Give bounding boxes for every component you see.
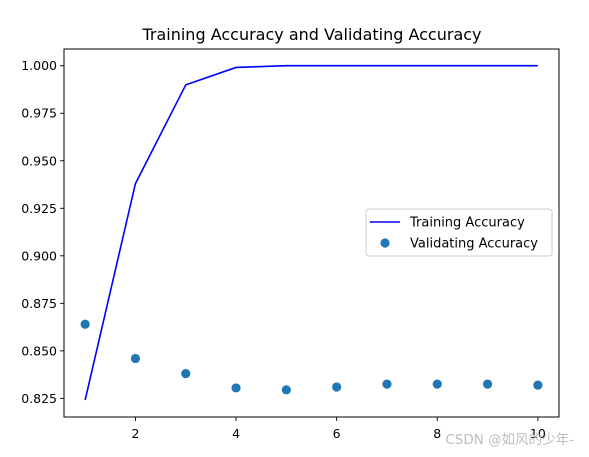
x-tick-label: 4 <box>232 426 240 441</box>
line-point <box>286 65 288 67</box>
y-tick-label: 0.975 <box>21 106 57 121</box>
legend-label: Validating Accuracy <box>410 237 538 252</box>
data-point <box>181 369 191 379</box>
data-point <box>382 379 392 389</box>
data-point <box>281 385 291 395</box>
y-tick-label: 1.000 <box>21 58 57 73</box>
chart-title: Training Accuracy and Validating Accurac… <box>141 25 481 44</box>
line-point <box>84 399 86 401</box>
x-tick-label: 2 <box>131 426 139 441</box>
data-point <box>533 380 543 390</box>
watermark-text: CSDN @如风的少年- <box>445 432 574 448</box>
line-point <box>386 65 388 67</box>
plot-area <box>80 64 543 401</box>
line-point <box>185 84 187 86</box>
data-point <box>231 383 241 393</box>
line-point <box>336 65 338 67</box>
y-tick-label: 0.950 <box>21 153 57 168</box>
legend-marker-swatch <box>380 238 390 248</box>
y-tick-label: 0.875 <box>21 296 57 311</box>
data-point <box>80 319 90 329</box>
y-tick-label: 0.825 <box>21 391 57 406</box>
line-point <box>135 183 137 185</box>
line-point <box>436 65 438 67</box>
data-point <box>432 379 442 389</box>
y-tick-label: 0.850 <box>21 343 57 358</box>
x-axis: 2 4 6 8 10 <box>131 417 546 441</box>
x-tick-label: 6 <box>333 426 341 441</box>
legend-box <box>365 208 553 257</box>
y-tick-label: 0.925 <box>21 201 57 216</box>
line-point <box>235 67 237 69</box>
axes-frame <box>63 48 560 418</box>
legend-label: Training Accuracy <box>409 216 525 231</box>
data-point <box>130 353 141 364</box>
line-point <box>537 65 539 67</box>
x-tick-label: 10 <box>530 426 546 441</box>
x-tick-label: 8 <box>433 426 441 441</box>
y-axis: 0.825 0.850 0.875 0.900 0.925 0.950 0.975 1.000 <box>21 58 64 406</box>
series-line-0 <box>84 64 538 401</box>
y-tick-label: 0.900 <box>21 248 57 263</box>
data-point <box>482 379 493 389</box>
data-point <box>332 382 342 392</box>
legend: Training Accuracy Validating Accuracy <box>365 208 553 257</box>
line-point <box>487 65 489 67</box>
